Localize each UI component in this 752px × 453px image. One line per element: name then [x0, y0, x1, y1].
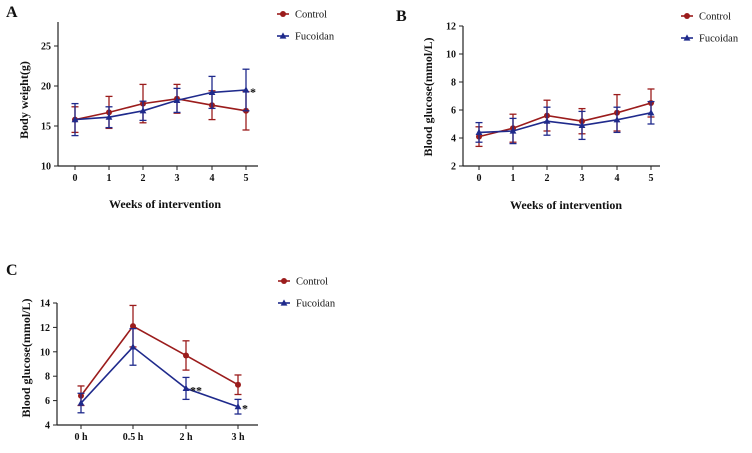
panel-b-legend-control-label: Control: [699, 12, 731, 23]
panel-b-fucoidan-point: [475, 128, 483, 135]
panel-a-ytick-label: 10: [41, 162, 51, 173]
panel-c-xtick-label: 2 h: [179, 432, 193, 443]
panel-b-ytick-label: 8: [451, 78, 456, 89]
panel-b-fucoidan-point: [543, 117, 551, 124]
panel-c-fucoidan-point: [129, 343, 137, 350]
panel-a-fucoidan-point: [139, 107, 147, 114]
panel-a-letter: A: [6, 4, 18, 21]
panel-c-ytick-label: 10: [40, 347, 50, 358]
panel-b-fucoidan-line: [478, 112, 652, 134]
panel-a-fucoidan-point: [71, 116, 79, 123]
panel-a-legend-fucoidan-marker: [279, 32, 287, 39]
panel-c-legend-control-label: Control: [296, 277, 328, 288]
panel-b-ytick-label: 6: [451, 106, 456, 117]
panel-c-fucoidan-point: [182, 384, 190, 391]
panel-b-fucoidan-point: [613, 116, 621, 123]
panel-b-letter: B: [396, 8, 407, 25]
panel-a-ytick-label: 25: [41, 42, 51, 53]
panel-c-legend-fucoidan-label: Fucoidan: [296, 299, 336, 310]
panel-c-legend: Control Fucoidan: [278, 277, 336, 310]
panel-c-ytick-label: 6: [45, 396, 50, 407]
panel-a-legend-control-marker: [280, 11, 286, 17]
panel-c-ytick-label: 8: [45, 372, 50, 383]
panel-a-legend-fucoidan-label: Fucoidan: [295, 32, 335, 43]
panel-a-ytick-label: 15: [41, 122, 51, 133]
panel-a-fucoidan-point: [208, 88, 216, 95]
panel-a-significance-mark: *: [250, 85, 256, 99]
panel-b-fucoidan-point: [647, 109, 655, 116]
panel-c-fucoidan-point: [234, 403, 242, 410]
panel-a-xtick-label: 3: [175, 173, 180, 184]
panel-b-fucoidan-point: [509, 127, 517, 134]
panel-b-xtick-label: 0: [477, 173, 482, 184]
panel-b-xtick-label: 4: [615, 173, 620, 184]
panel-c-significance-mark: **: [190, 383, 202, 397]
panel-c-xtick-label: 3 h: [231, 432, 245, 443]
panel-c-ytick-label: 12: [40, 323, 50, 334]
panel-b-xtick-label: 1: [511, 173, 516, 184]
panel-c-significance-mark: *: [242, 402, 248, 416]
panel-c-control-point: [235, 381, 241, 388]
panel-a-xtick-label: 2: [141, 173, 146, 184]
panel-b-xtick-label: 5: [649, 173, 654, 184]
panel-b-legend: Control Fucoidan: [681, 12, 739, 45]
panel-c-control-line: [80, 325, 239, 397]
panel-c-letter: C: [6, 262, 18, 279]
panel-c-ytick-label: 4: [45, 421, 50, 432]
panel-c-fucoidan-line: [80, 345, 239, 408]
panel-b-xtick-label: 2: [545, 173, 550, 184]
panel-b-legend-fucoidan-label: Fucoidan: [699, 34, 739, 45]
panel-a-fucoidan-line: [74, 89, 247, 121]
panel-c-control-point: [130, 323, 136, 330]
panel-c-ytick-label: 14: [40, 299, 50, 310]
panel-a-xtick-label: 5: [244, 173, 249, 184]
panel-c-fucoidan-point: [77, 399, 85, 406]
panel-a-xtick-label: 4: [210, 173, 215, 184]
panel-b-xtick-label: 3: [580, 173, 585, 184]
panel-c-xtick-label: 0 h: [74, 432, 88, 443]
panel-b-fucoidan-point: [578, 121, 586, 128]
panel-b-legend-fucoidan-marker: [683, 34, 691, 41]
panel-a-fucoidan-point: [242, 86, 250, 93]
panel-c-legend-fucoidan-marker: [280, 299, 288, 306]
panel-a-xlabel: Weeks of intervention: [109, 197, 221, 211]
panel-b-ytick-label: 12: [446, 22, 456, 33]
panel-b-ytick-label: 2: [451, 162, 456, 173]
panel-b-ylabel: Blood glucose(mmol/L): [421, 37, 435, 156]
panel-c-ylabel: Blood glucose(mmol/L): [19, 298, 33, 417]
panel-b-legend-control-marker: [684, 13, 690, 19]
panel-a-legend-control-label: Control: [295, 10, 327, 21]
panel-a-xtick-label: 0: [73, 173, 78, 184]
panel-b-ytick-label: 10: [446, 50, 456, 61]
panel-a-plot: 10 15 20 25 0 1 2 3 4 5 *: [41, 22, 258, 184]
panel-c-legend-control-marker: [281, 278, 287, 284]
panel-a-fucoidan-point: [105, 113, 113, 120]
panel-a-xtick-label: 1: [107, 173, 112, 184]
panel-c-control-point: [183, 352, 189, 359]
panel-a-ytick-label: 20: [41, 82, 51, 93]
panel-b-xlabel: Weeks of intervention: [510, 198, 622, 212]
panel-b-ytick-label: 4: [451, 134, 456, 145]
panel-c-xtick-label: 0.5 h: [123, 432, 144, 443]
panel-b-control-line: [478, 102, 652, 138]
panel-a-control-line: [74, 97, 247, 121]
panel-a-fucoidan-point: [173, 96, 181, 103]
panel-a-legend: Control Fucoidan: [277, 10, 335, 43]
panel-a-ylabel: Body weight(g): [17, 61, 31, 139]
